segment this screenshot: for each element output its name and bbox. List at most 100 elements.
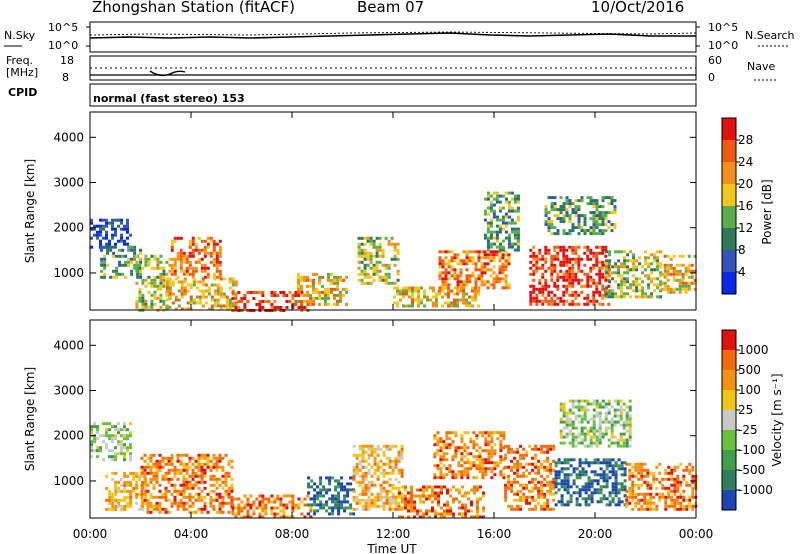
heatmap-cell (322, 494, 326, 498)
heatmap-cell (484, 470, 488, 474)
heatmap-cell (207, 292, 211, 296)
heatmap-cell (384, 236, 388, 240)
heatmap-cell (201, 295, 205, 299)
heatmap-cell (678, 263, 682, 267)
heatmap-cell (550, 205, 554, 209)
heatmap-cell (625, 417, 629, 421)
heatmap-cell (510, 206, 514, 210)
heatmap-cell (487, 452, 491, 456)
heatmap-cell (327, 302, 330, 306)
heatmap-cell (152, 504, 156, 508)
heatmap-cell (608, 464, 612, 468)
heatmap-cell (486, 221, 490, 225)
heatmap-cell (682, 495, 686, 499)
heatmap-cell (516, 236, 520, 240)
heatmap-cell (155, 462, 159, 466)
heatmap-cell (366, 263, 370, 267)
heatmap-cell (489, 245, 493, 249)
heatmap-cell (182, 477, 186, 481)
heatmap-cell (135, 269, 139, 273)
heatmap-cell (337, 500, 341, 504)
heatmap-cell (596, 491, 600, 495)
freq-tick-label-bottom: 8 (62, 71, 69, 84)
heatmap-cell (408, 295, 411, 299)
heatmap-cell (638, 256, 642, 260)
heatmap-cell (556, 214, 560, 218)
heatmap-cell (620, 500, 624, 504)
heatmap-cell (459, 259, 463, 263)
heatmap-cell (120, 449, 123, 453)
heatmap-cell (592, 432, 596, 436)
heatmap-cell (595, 226, 599, 230)
heatmap-cell (366, 254, 370, 258)
heatmap-cell (267, 497, 271, 501)
heatmap-cell (150, 299, 154, 303)
heatmap-cell (261, 506, 265, 510)
heatmap-cell (203, 239, 207, 243)
heatmap-cell (310, 503, 314, 507)
heatmap-cell (153, 296, 157, 300)
heatmap-cell (130, 245, 134, 249)
heatmap-cell (367, 495, 371, 499)
heatmap-cell (547, 302, 551, 306)
heatmap-cell (126, 428, 129, 432)
heatmap-cell (228, 280, 232, 284)
heatmap-cell (498, 200, 502, 204)
heatmap-cell (534, 447, 538, 451)
heatmap-cell (153, 293, 157, 297)
heatmap-cell (111, 458, 114, 462)
heatmap-cell (297, 497, 301, 501)
heatmap-cell (456, 277, 460, 281)
heatmap-cell (563, 458, 567, 462)
heatmap-cell (589, 211, 593, 215)
heatmap-cell (571, 275, 575, 279)
heatmap-cell (357, 254, 361, 258)
heatmap-cell (385, 492, 389, 496)
heatmap-cell (185, 507, 189, 511)
heatmap-cell (375, 263, 379, 267)
heatmap-cell (218, 245, 222, 249)
heatmap-cell (595, 414, 599, 418)
colorbar-tick-label: 100 (738, 383, 761, 397)
heatmap-cell (569, 464, 573, 468)
heatmap-cell (180, 307, 184, 311)
heatmap-cell (538, 251, 542, 255)
heatmap-cell (672, 266, 676, 270)
heatmap-cell (656, 250, 660, 254)
heatmap-cell (560, 461, 564, 465)
heatmap-cell (230, 483, 234, 487)
heatmap-cell (189, 301, 193, 305)
heatmap-cell (507, 203, 511, 207)
heatmap-cell (176, 251, 180, 255)
heatmap-cell (532, 263, 536, 267)
heatmap-cell (358, 459, 362, 463)
heatmap-cell (489, 224, 493, 228)
heatmap-cell (300, 275, 303, 279)
heatmap-cell (673, 465, 677, 469)
heatmap-cell (185, 483, 189, 487)
heatmap-cell (637, 486, 641, 490)
heatmap-cell (170, 248, 174, 252)
heatmap-cell (474, 280, 478, 284)
heatmap-cell (345, 290, 348, 294)
heatmap-cell (457, 461, 461, 465)
heatmap-cell (225, 295, 229, 299)
heatmap-cell (466, 467, 470, 471)
heatmap-cell (498, 265, 502, 269)
heatmap-cell (471, 262, 475, 266)
heatmap-cell (100, 257, 104, 261)
heatmap-cell (393, 286, 396, 290)
heatmap-cell (230, 495, 234, 499)
heatmap-cell (388, 501, 392, 505)
heatmap-cell (649, 504, 653, 508)
heatmap-cell (159, 299, 163, 303)
heatmap-cell (212, 263, 216, 267)
heatmap-cell (513, 209, 517, 213)
heatmap-cell (463, 446, 467, 450)
heatmap-cell (227, 510, 231, 514)
heatmap-cell (261, 300, 265, 303)
heatmap-cell (464, 512, 467, 516)
heatmap-cell (419, 488, 422, 492)
heatmap-cell (453, 286, 457, 290)
heatmap-cell (140, 498, 144, 502)
